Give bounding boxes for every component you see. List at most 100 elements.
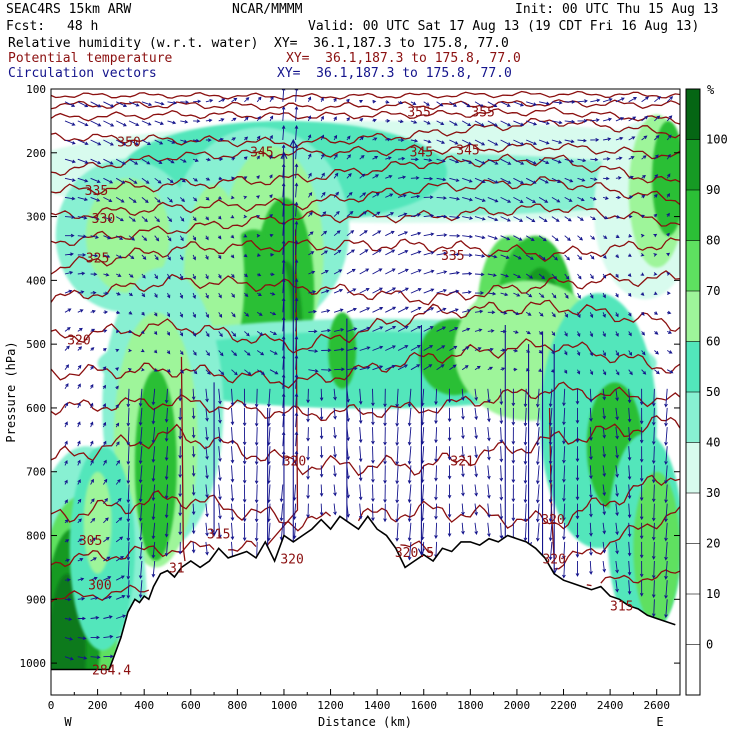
vector-arrow [333, 388, 337, 401]
vector-arrow [218, 427, 222, 443]
vector-arrow [548, 446, 553, 465]
vector-arrow [320, 96, 324, 103]
vector-arrow [64, 578, 71, 582]
vector-arrow [230, 484, 235, 502]
vector-arrow [218, 157, 224, 161]
vector-arrow [666, 173, 671, 179]
vector-arrow [77, 577, 85, 582]
vector-arrow [602, 541, 607, 554]
field-theta-xy: XY= 36.1,187.3 to 175.8, 77.0 [286, 51, 521, 66]
vector-arrow [103, 216, 112, 221]
vector-arrow [333, 446, 337, 459]
vector-arrow [423, 101, 430, 106]
vector-arrow [64, 597, 72, 602]
vector-arrow [193, 138, 200, 143]
vector-arrow [306, 388, 310, 404]
vector-arrow [590, 118, 600, 122]
vector-arrow [231, 117, 237, 122]
vector-arrow [154, 292, 158, 299]
vector-arrow [526, 139, 538, 146]
vector-arrow [654, 193, 658, 198]
vector-arrow [154, 216, 160, 223]
vector-arrow [577, 312, 581, 319]
vector-arrow [589, 560, 593, 575]
vector-arrow [410, 345, 421, 351]
vector-arrow [256, 233, 261, 238]
vector-arrow [359, 230, 368, 237]
vector-arrow [103, 556, 111, 562]
vector-arrow [615, 176, 622, 180]
vector-arrow [205, 407, 209, 422]
vector-arrow [372, 118, 377, 123]
vector-arrow [359, 326, 371, 332]
vector-arrow [153, 349, 158, 354]
vector-arrow [126, 522, 131, 542]
vector-arrow [242, 503, 247, 523]
vector-arrow [461, 446, 465, 459]
vector-arrow [666, 212, 670, 217]
vector-arrow [244, 116, 249, 122]
theta-label: 350 [117, 135, 140, 150]
vector-arrow [525, 254, 534, 260]
vector-arrow [615, 407, 619, 421]
vector-arrow [474, 388, 478, 401]
vector-arrow [269, 330, 278, 335]
vector-arrow [334, 347, 345, 352]
vector-arrow [138, 407, 143, 426]
terrain-line [51, 515, 676, 671]
vector-arrow [589, 369, 594, 376]
vector-arrow [500, 235, 511, 241]
vector-arrow [564, 158, 575, 163]
vector-arrow [230, 195, 235, 200]
field-vectors-name: Circulation vectors [8, 66, 157, 81]
vector-arrow [151, 446, 156, 463]
vector-arrow [90, 655, 101, 660]
vector-arrow [77, 656, 88, 660]
vector-arrow [90, 557, 97, 562]
vector-arrow [154, 177, 162, 184]
vector-arrow [462, 234, 474, 239]
vector-arrow [138, 580, 143, 599]
vector-arrow [320, 153, 325, 160]
vector-arrow [664, 560, 668, 580]
vector-arrow [90, 309, 96, 314]
vector-arrow [281, 144, 286, 160]
vector-arrow [575, 503, 580, 520]
vector-arrow [615, 427, 619, 440]
vector-arrow [256, 292, 262, 296]
vector-arrow [627, 292, 632, 297]
vector-arrow [627, 580, 632, 595]
vector-arrow [436, 345, 446, 351]
vector-arrow [615, 388, 619, 402]
vector-arrow [487, 235, 498, 240]
vector-arrow [385, 230, 395, 237]
vector-arrow [166, 350, 171, 355]
vector-arrow [103, 497, 108, 504]
vector-arrow [154, 101, 165, 106]
vector-arrow [664, 484, 668, 504]
vector-arrow [474, 309, 484, 314]
vector-arrow [115, 139, 127, 146]
vector-arrow [254, 446, 259, 466]
vector-arrow [359, 249, 369, 256]
vector-arrow [128, 273, 134, 278]
vector-arrow [615, 331, 619, 337]
vector-arrow [151, 465, 156, 483]
vector-arrow [423, 120, 431, 125]
vector-arrow [371, 484, 375, 503]
vector-arrow [423, 213, 435, 218]
vector-arrow [103, 101, 115, 108]
vector-arrow [602, 331, 606, 338]
vector-arrow [294, 220, 299, 236]
x-tick-label: 2400 [597, 699, 624, 712]
vector-arrow [205, 503, 209, 518]
vector-arrow [90, 235, 100, 239]
vector-arrow [151, 522, 156, 540]
vector-arrow [308, 192, 313, 198]
vector-arrow [294, 354, 299, 370]
vector-arrow [474, 177, 486, 184]
theta-contour [51, 506, 680, 570]
vector-arrow [590, 177, 598, 181]
vector-arrow [103, 272, 110, 277]
vector-arrow [90, 517, 96, 524]
